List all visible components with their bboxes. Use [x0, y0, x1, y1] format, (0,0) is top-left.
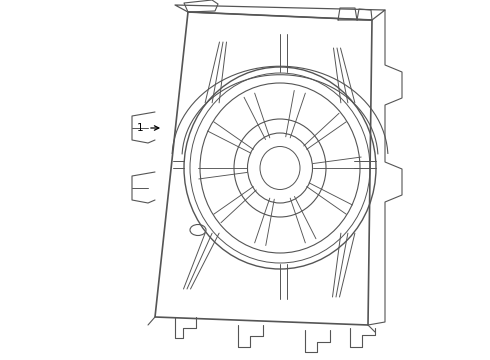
Text: 1: 1	[136, 123, 143, 133]
